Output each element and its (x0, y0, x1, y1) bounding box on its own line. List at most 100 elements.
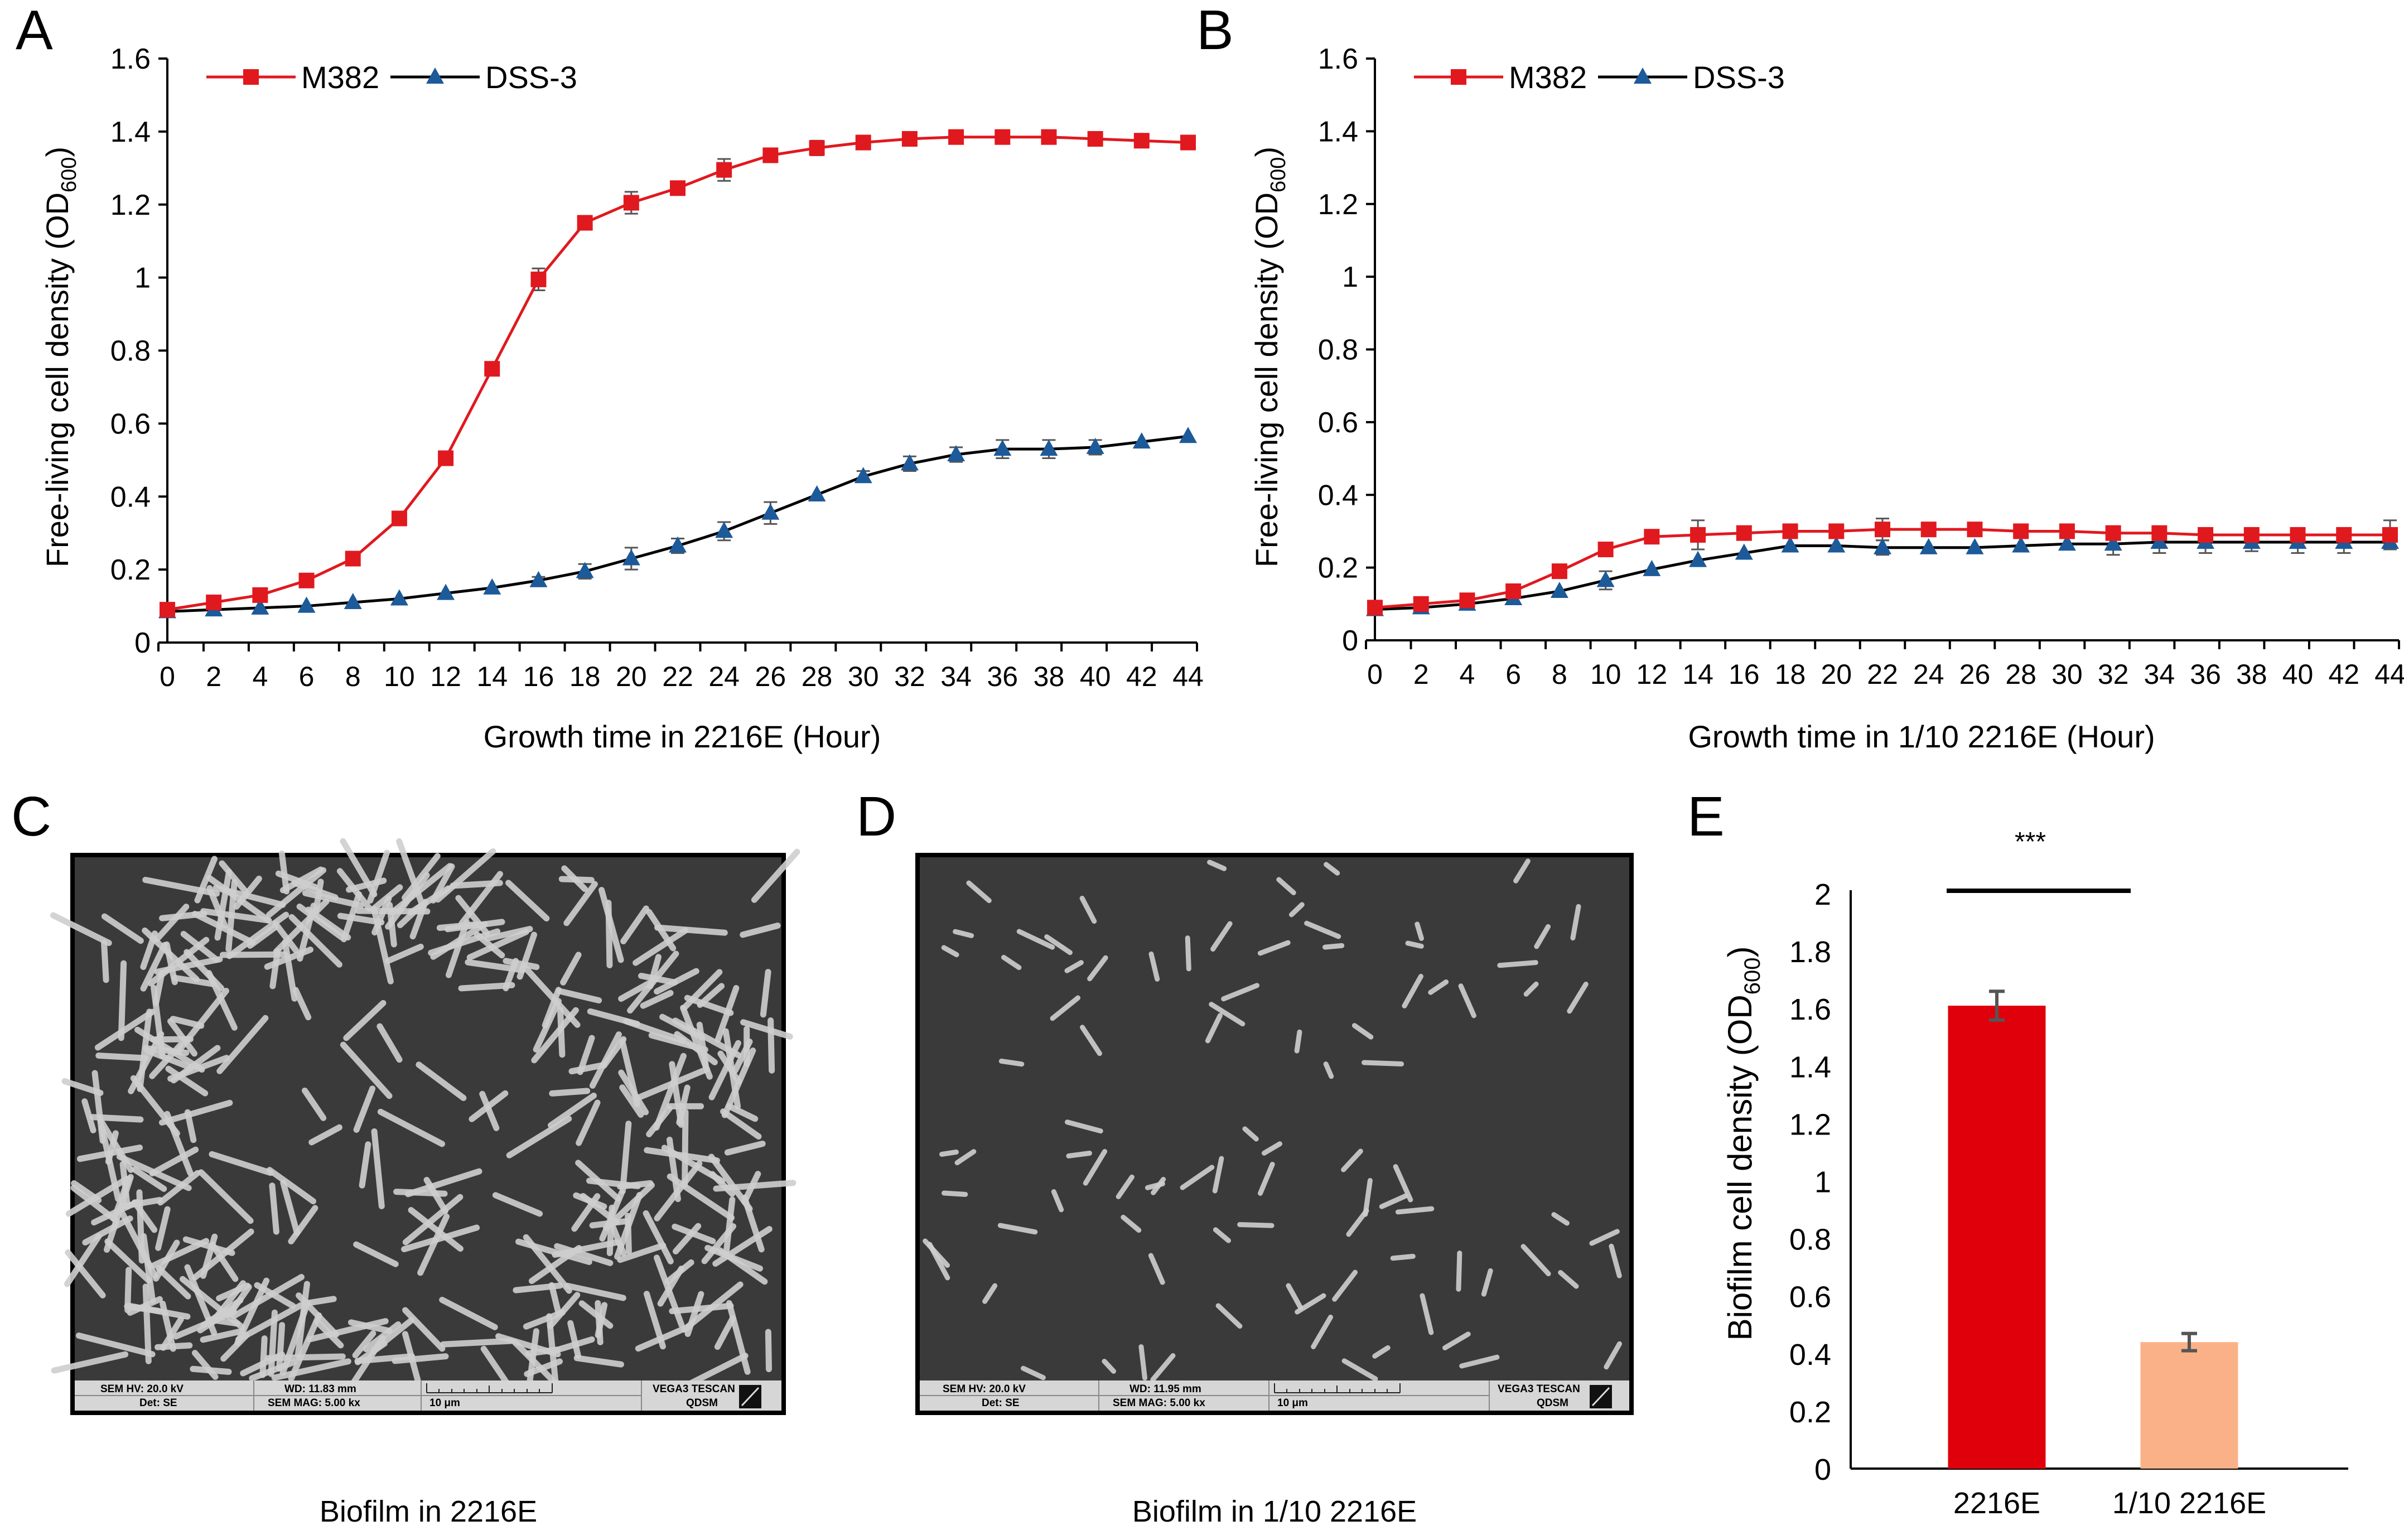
bacterium-cell (170, 1045, 221, 1084)
panel-a-point-dss-3 (344, 593, 362, 610)
panel-b-y-tick-label: 1 (1342, 261, 1358, 293)
bacterium-cell (142, 1283, 152, 1364)
bacterium-cell (1016, 929, 1055, 950)
bacterium-cell (1322, 943, 1345, 950)
bacterium-cell (301, 1087, 327, 1121)
bacterium-cell (1351, 1023, 1374, 1040)
bacterium-cell (295, 1281, 310, 1358)
sem-bacteria-cells (50, 838, 800, 1399)
bacterium-cell (640, 989, 674, 1009)
bacterium-cell (140, 930, 158, 971)
bacterium-cell (654, 924, 728, 936)
bacterium-cell (1323, 1061, 1334, 1079)
bacterium-cell (982, 1283, 998, 1304)
panel-b-point-dss-3 (2104, 534, 2122, 551)
panel-b-point-dss-3 (1643, 559, 1661, 576)
panel-b-x-tick-label: 26 (1959, 659, 1991, 690)
panel-b-x-tick-label: 6 (1505, 659, 1521, 690)
bacterium-cell (231, 1274, 305, 1319)
bacterium-cell (619, 1084, 644, 1118)
bacterium-cell (367, 849, 390, 904)
bacterium-cell (1148, 951, 1160, 982)
bacterium-cell (479, 1090, 500, 1131)
bacterium-cell (1207, 860, 1227, 871)
panel-b-point-m382 (1551, 563, 1567, 580)
bacterium-cell (998, 1058, 1025, 1067)
bacterium-cell (209, 1280, 247, 1325)
bacterium-cell (266, 867, 327, 918)
bacterium-cell (61, 1078, 104, 1096)
bacterium-cell (552, 1239, 620, 1258)
bacterium-cell (1116, 1174, 1135, 1199)
panel-b-x-tick-label: 4 (1460, 659, 1475, 690)
bacterium-cell (1481, 1268, 1493, 1297)
bacterium-cell (1558, 1269, 1579, 1289)
bacterium-cell (235, 1302, 304, 1343)
panel-a-axes: 00.20.40.60.811.21.41.60 2 4 6 8 10 12 14 16 18 20… (110, 43, 1204, 692)
bacterium-cell (654, 1160, 703, 1222)
panel-a-y-tick-label: 1.6 (110, 43, 151, 75)
bacterium-cell (1442, 1331, 1471, 1350)
bacterium-cell (939, 1149, 959, 1157)
bacterium-cell (292, 987, 312, 1021)
bacterium-cell (1551, 1212, 1570, 1226)
bacterium-cell (226, 1283, 252, 1317)
panel-e-error-bar (2181, 1331, 2197, 1353)
bacterium-cell (1242, 1126, 1259, 1142)
panel-e-y-axis-label-main: Biofilm cell density (OD (1721, 995, 1759, 1340)
bacterium-cell (149, 1238, 210, 1269)
bacterium-cell (560, 952, 582, 986)
panel-a-point-dss-3 (437, 583, 455, 600)
panel-a-y-axis-label-subscript: 600 (57, 157, 81, 192)
bacterium-cell (1520, 1244, 1551, 1277)
bacterium-cell (269, 1182, 279, 1235)
bacterium-cell (1237, 1222, 1275, 1228)
panel-b-y-tick-label: 1.6 (1318, 43, 1358, 75)
bacterium-cell (506, 1116, 572, 1158)
panel-e-y-tick-label: 1.2 (1789, 1108, 1831, 1141)
panel-b-point-m382 (1367, 600, 1383, 616)
bacterium-cell (1102, 1359, 1116, 1374)
bacterium-cell (104, 1238, 152, 1284)
panel-b-y-axis-label-main: Free-living cell density (OD (1249, 192, 1284, 567)
bacterium-cell (620, 905, 649, 945)
bacterium-cell (927, 1242, 950, 1281)
bacterium-cell (180, 930, 220, 963)
panel-a-point-dss-3 (1179, 427, 1197, 443)
panel-a-y-tick-label: 0.4 (110, 481, 151, 513)
sem-scale-bar (1274, 1383, 1401, 1393)
panel-b-point-m382 (1505, 583, 1522, 599)
panel-a-point-m382 (1133, 133, 1150, 149)
panel-b-y-axis-label-close: ) (1249, 147, 1284, 157)
bacterium-cell (393, 1189, 448, 1197)
panel-a-x-tick-label: 38 (1034, 661, 1065, 692)
bacterium-cell (132, 1166, 167, 1192)
sem-logo-icon (1591, 1387, 1610, 1407)
panel-b-axes: 00.20.40.60.811.21.41.60 2 4 6 8 10 12 14 16 18 20… (1318, 43, 2404, 690)
panel-e-y-tick-label: 0.8 (1789, 1223, 1831, 1257)
bacterium-cell (50, 912, 112, 947)
bacterium-cell (81, 1098, 96, 1133)
bacterium-cell (1341, 1358, 1378, 1382)
bacterium-cell (942, 1190, 968, 1197)
panel-b-line-chart: 00.20.40.60.811.21.41.60 2 4 6 8 10 12 14 16 18 20… (1249, 43, 2404, 754)
panel-b-x-tick-label: 0 (1367, 659, 1383, 690)
bacterium-cell (681, 1281, 744, 1333)
panel-b-x-tick-label: 18 (1775, 659, 1806, 690)
panel-b-x-tick-label: 40 (2282, 659, 2314, 690)
bacterium-cell (1372, 1345, 1391, 1359)
bacterium-cell (170, 1016, 205, 1029)
bacterium-cell (439, 1297, 498, 1330)
bacterium-cell (308, 1124, 342, 1146)
bacterium-cell (118, 960, 127, 1041)
panel-e-y-tick-label: 0 (1814, 1453, 1831, 1486)
bacterium-cell (1390, 1253, 1416, 1261)
bacterium-cell (1151, 1176, 1166, 1195)
panel-a-legend-label-m382: M382 (301, 60, 379, 95)
bacterium-cell (465, 959, 526, 973)
bacterium-cell (618, 980, 652, 1002)
panel-a-point-dss-3 (947, 445, 966, 461)
panel-a-y-axis-label: Free-living cell density (OD600) (40, 147, 81, 567)
bacterium-cell (1395, 1206, 1435, 1215)
panel-a-x-tick-label: 32 (894, 661, 925, 692)
